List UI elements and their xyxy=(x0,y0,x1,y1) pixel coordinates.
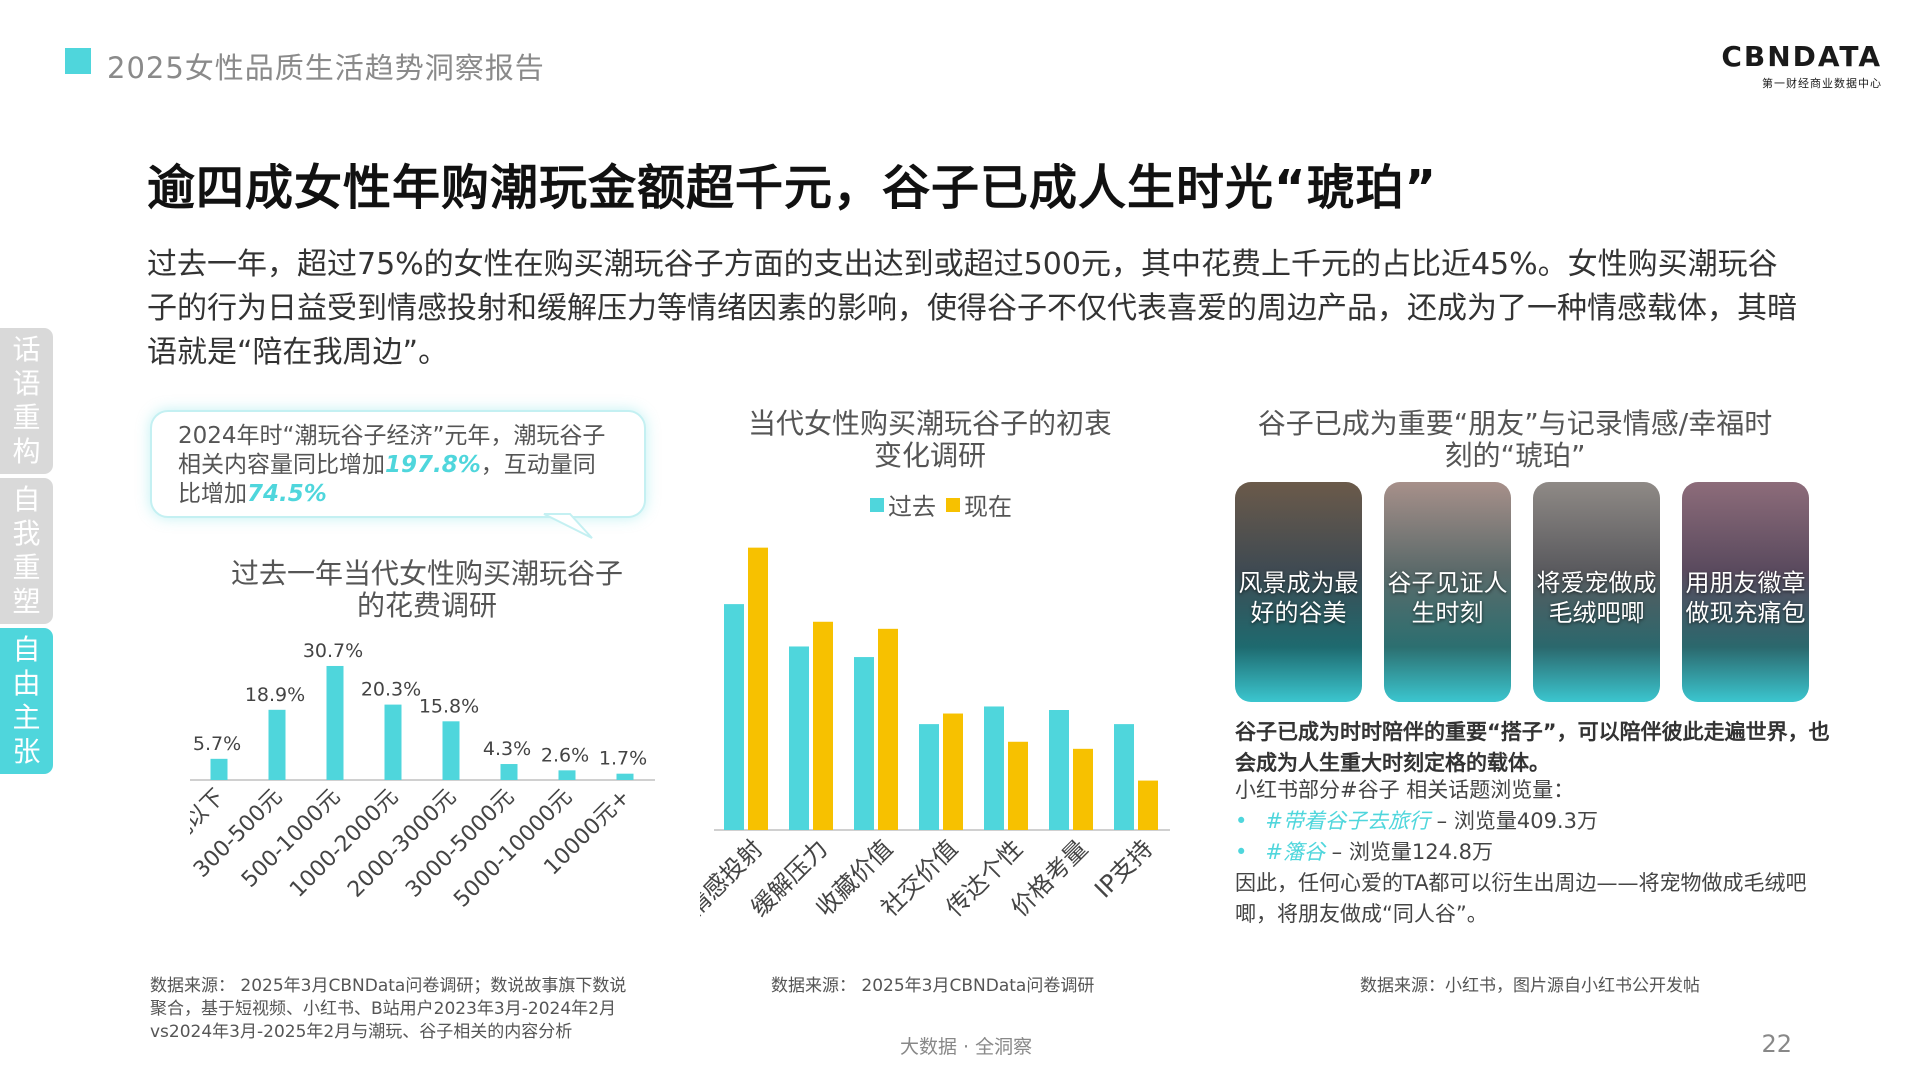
chart1-bar xyxy=(500,764,518,780)
chart1-bar xyxy=(384,704,402,780)
topic-subhead: 小红书部分#谷子 相关话题浏览量： xyxy=(1235,778,1575,802)
chart2-category-label: IP支持 xyxy=(1089,834,1158,903)
topic-tag[interactable]: #籓谷 xyxy=(1265,840,1325,864)
photo-caption: 风景成为最好的谷美 xyxy=(1238,569,1359,627)
photo-caption: 将爱宠做成毛绒吧唧 xyxy=(1536,569,1657,627)
photo-life-moment: 谷子见证人生时刻 xyxy=(1384,482,1511,702)
right-panel-bold-caption: 谷子已成为时时陪伴的重要“搭子”，可以陪伴彼此走遍世界，也会成为人生重大时刻定格… xyxy=(1235,720,1830,775)
chart1-data-label: 20.3% xyxy=(361,679,421,701)
chart2-bar-past xyxy=(1114,724,1134,830)
chart2-bar-past xyxy=(984,706,1004,830)
legend-swatch-past xyxy=(870,497,884,512)
header-accent-square xyxy=(65,48,91,74)
logo-sub-text: 第一财经商业数据中心 xyxy=(1762,77,1882,90)
chart1-bar xyxy=(442,721,460,780)
topic-views-list: 小红书部分#谷子 相关话题浏览量： • #带着谷子去旅行 – 浏览量409.3万 … xyxy=(1235,775,1835,930)
source-note-middle: 数据来源： 2025年3月CBNData问卷调研 xyxy=(771,976,1095,996)
right-panel-title: 谷子已成为重要“朋友”与记录情感/幸福时刻的“琥珀” xyxy=(1257,407,1773,472)
chart1-data-label: 4.3% xyxy=(483,738,531,760)
chart2-bar-now xyxy=(1138,780,1158,830)
chart2-bar-past xyxy=(789,646,809,830)
photo-caption: 用朋友徽章做现充痛包 xyxy=(1685,569,1806,627)
side-tab-freedom[interactable]: 自由主张 xyxy=(0,628,53,774)
chart2-bar-now xyxy=(1008,741,1028,830)
side-tab-discourse[interactable]: 话语重构 xyxy=(0,328,53,474)
topic-tag[interactable]: #带着谷子去旅行 xyxy=(1265,809,1430,833)
photo-pet-plush: 将爱宠做成毛绒吧唧 xyxy=(1533,482,1660,702)
page-title: 逾四成女性年购潮玩金额超千元，谷子已成人生时光“琥珀” xyxy=(147,160,1438,216)
chart2-bar-now xyxy=(1073,748,1093,830)
page-number: 22 xyxy=(1761,1030,1792,1058)
chart1-bar xyxy=(268,709,286,780)
bubble-text-1: 2024年时“潮玩谷子经济”元年，潮玩谷子相关内容量同比增加 xyxy=(178,423,606,478)
chart1-data-label: 2.6% xyxy=(541,744,589,766)
chart2-bar-now xyxy=(943,713,963,830)
footer-slogan: 大数据 · 全洞察 xyxy=(900,1036,1033,1058)
chart1-bar xyxy=(616,773,634,780)
chart1-data-label: 15.8% xyxy=(419,695,479,717)
chart2-bar-now xyxy=(813,621,833,830)
chart2-bar-past xyxy=(919,724,939,830)
chart1-spending-bar-chart: 5.7%300元以下18.9%300-500元30.7%500-1000元20.… xyxy=(190,640,655,912)
chart2-bar-now xyxy=(878,628,898,830)
intro-paragraph: 过去一年，超过75%的女性在购买潮玩谷子方面的支出达到或超过500元，其中花费上… xyxy=(147,247,1797,370)
photo-friend-badge-bag: 用朋友徽章做现充痛包 xyxy=(1682,482,1809,702)
chart1-bar xyxy=(326,665,344,780)
conclusion-text: 因此，任何心爱的TA都可以衍生出周边——将宠物做成毛绒吧唧，将朋友做成“同人谷”… xyxy=(1235,871,1807,926)
stat-callout-bubble: 2024年时“潮玩谷子经济”元年，潮玩谷子相关内容量同比增加197.8%，互动量… xyxy=(150,410,646,518)
side-tab-label: 话语重构 xyxy=(12,333,41,468)
chart1-title: 过去一年当代女性购买潮玩谷子的花费调研 xyxy=(230,557,623,622)
photo-landscape: 风景成为最好的谷美 xyxy=(1235,482,1362,702)
side-tab-label: 自由主张 xyxy=(12,633,41,768)
side-tab-self[interactable]: 自我重塑 xyxy=(0,478,53,624)
chart2-legend: 过去 现在 xyxy=(860,487,1012,522)
cbndata-logo: CBNDATA 第一财经商业数据中心 xyxy=(1721,40,1882,91)
side-tab-label: 自我重塑 xyxy=(12,483,41,618)
side-tab-nav: 话语重构 自我重塑 自由主张 xyxy=(0,328,53,778)
topic-views: – 浏览量409.3万 xyxy=(1430,809,1598,833)
chart2-bar-past xyxy=(724,604,744,830)
chart1-bar xyxy=(558,770,576,780)
chart2-bar-past xyxy=(1049,710,1069,830)
bubble-tail xyxy=(543,513,593,539)
chart1-data-label: 30.7% xyxy=(303,640,363,662)
chart2-bar-past xyxy=(854,657,874,830)
chart1-data-label: 1.7% xyxy=(599,748,647,770)
list-item: • #带着谷子去旅行 – 浏览量409.3万 xyxy=(1235,809,1598,833)
chart1-data-label: 18.9% xyxy=(245,684,305,706)
list-item: • #籓谷 – 浏览量124.8万 xyxy=(1235,840,1493,864)
topic-views: – 浏览量124.8万 xyxy=(1325,840,1493,864)
logo-main-text: CBNDATA xyxy=(1721,40,1882,73)
chart1-bar xyxy=(210,758,228,780)
source-note-right: 数据来源：小红书，图片源自小红书公开发帖 xyxy=(1360,976,1700,996)
legend-label-now: 现在 xyxy=(964,493,1012,521)
bubble-value-interaction: 74.5% xyxy=(247,481,327,507)
legend-label-past: 过去 xyxy=(888,493,936,521)
photo-caption: 谷子见证人生时刻 xyxy=(1387,569,1508,627)
legend-swatch-now xyxy=(946,497,960,512)
bubble-text-2: ，互动量同比增加 xyxy=(178,452,596,507)
bubble-value-content: 197.8% xyxy=(385,452,481,478)
chart2-bar-now xyxy=(748,547,768,830)
report-title: 2025女性品质生活趋势洞察报告 xyxy=(107,51,545,85)
chart1-data-label: 5.7% xyxy=(193,733,241,755)
chart2-title: 当代女性购买潮玩谷子的初衷变化调研 xyxy=(747,407,1112,472)
source-note-left: 数据来源： 2025年3月CBNData问卷调研；数说故事旗下数说聚合，基于短视… xyxy=(150,976,627,1042)
